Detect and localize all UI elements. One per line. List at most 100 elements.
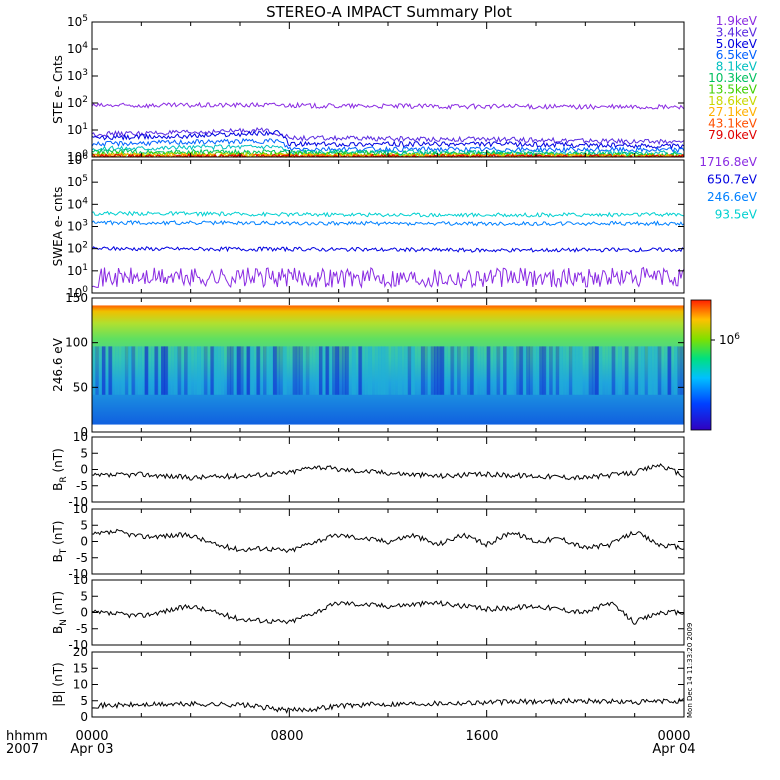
- heatmap-column: [279, 346, 284, 395]
- y-axis-label: BT (nT): [51, 521, 69, 563]
- time-axis-year: 2007: [6, 742, 39, 757]
- heatmap-column: [124, 346, 129, 395]
- heatmap-column: [138, 346, 142, 395]
- heatmap-column: [611, 346, 616, 395]
- y-tick-label: -10: [68, 495, 88, 509]
- heatmap-column: [289, 346, 294, 395]
- heatmap-column: [249, 346, 254, 395]
- series-line: [91, 245, 685, 253]
- heatmap-column: [512, 346, 517, 395]
- heatmap-column: [463, 346, 468, 395]
- heatmap-column: [220, 346, 225, 395]
- y-tick-label: 105: [67, 14, 88, 29]
- heatmap-column: [325, 346, 330, 395]
- x-tick-label: 0000: [657, 729, 690, 744]
- series-line: [91, 130, 685, 150]
- time-axis-label: hhmm: [6, 729, 48, 744]
- y-tick-label: 10: [73, 430, 88, 444]
- heatmap-column: [236, 346, 241, 395]
- heatmap-column: [305, 346, 310, 395]
- heatmap-column: [476, 346, 481, 395]
- heatmap-column: [355, 346, 359, 395]
- heatmap-column: [496, 346, 501, 395]
- heatmap-column: [680, 346, 685, 395]
- heatmap-column: [559, 346, 563, 395]
- panel-bmag: 0 5 10 15 20 |B| (nT): [51, 645, 685, 724]
- legend-entry: 93.5eV: [715, 208, 758, 222]
- y-tick-label: 0: [80, 535, 88, 549]
- heatmap-column: [401, 346, 405, 395]
- heatmap-column: [203, 346, 208, 395]
- heatmap-column: [378, 346, 382, 395]
- legend-entry: 1716.8eV: [699, 155, 757, 169]
- heatmap-column: [397, 346, 402, 395]
- heatmap-column: [582, 346, 586, 395]
- heatmap-column: [361, 346, 366, 395]
- heatmap-column: [595, 346, 599, 395]
- series-line: [91, 528, 685, 554]
- heatmap-column: [414, 346, 419, 395]
- heatmap-column: [312, 346, 317, 395]
- heatmap-column: [503, 346, 507, 395]
- heatmap-column: [276, 346, 280, 395]
- heatmap-column: [371, 346, 376, 395]
- heatmap-column: [654, 346, 659, 395]
- heatmap-column: [601, 346, 606, 395]
- heatmap-column: [381, 346, 386, 395]
- heatmap-column: [489, 346, 494, 395]
- heatmap-column: [608, 346, 613, 395]
- heatmap-column: [562, 346, 567, 395]
- heatmap-column: [483, 346, 488, 395]
- y-tick-label: 104: [67, 196, 88, 211]
- heatmap-column: [591, 346, 596, 395]
- y-tick-label: 103: [67, 68, 88, 83]
- y-axis-label: STE e- Cnts: [51, 55, 65, 124]
- y-tick-label: 15: [73, 661, 88, 675]
- time-axis: hhmm 2007 0000 Apr 03 0800 1600 0000 Apr…: [6, 729, 696, 757]
- y-axis-label: BN (nT): [51, 591, 69, 634]
- heatmap-column: [493, 346, 498, 395]
- y-tick-label: 101: [67, 122, 88, 137]
- heatmap-column: [302, 346, 307, 395]
- heatmap-column: [407, 346, 412, 395]
- heatmap-column: [240, 346, 244, 395]
- heatmap-column: [193, 346, 198, 395]
- heatmap-column: [437, 346, 442, 395]
- heatmap-column: [585, 346, 590, 395]
- heatmap-column: [677, 346, 682, 395]
- heatmap-column: [180, 346, 185, 395]
- y-tick-label: -5: [76, 551, 88, 565]
- panel-br: -10 -5 0 5 10 BR (nT): [51, 430, 685, 509]
- y-tick-label: 5: [80, 694, 88, 708]
- heatmap-column: [411, 346, 415, 395]
- legend-entry: 43.1keV: [708, 117, 758, 131]
- panel-frame: [91, 436, 685, 503]
- plot-title: STEREO-A IMPACT Summary Plot: [266, 3, 512, 21]
- heatmap-column: [420, 346, 425, 395]
- heatmap-column: [243, 346, 248, 395]
- series-line: [91, 266, 685, 289]
- heatmap-column: [105, 346, 109, 395]
- y-tick-label: 101: [67, 263, 88, 278]
- heatmap-column: [200, 346, 205, 395]
- heatmap-column: [532, 346, 537, 395]
- heatmap-column: [177, 346, 182, 395]
- heatmap-column: [588, 346, 593, 395]
- y-tick-label: 103: [67, 219, 88, 234]
- heatmap-column: [522, 346, 527, 395]
- heatmap-column: [345, 346, 350, 395]
- heatmap-column: [674, 346, 678, 395]
- heatmap-column: [568, 346, 573, 395]
- generation-stamp: Mon Dec 14 11:33:20 2009: [686, 623, 694, 718]
- heatmap-column: [374, 346, 379, 395]
- heatmap-column: [555, 346, 560, 395]
- heatmap-column: [637, 346, 642, 395]
- heatmap-column: [447, 346, 451, 395]
- heatmap-column: [282, 346, 287, 395]
- heatmap-column: [256, 346, 261, 395]
- y-tick-label: 50: [73, 380, 88, 394]
- heatmap-column: [230, 346, 234, 395]
- y-tick-label: 102: [67, 241, 88, 256]
- y-tick-label: 5: [80, 446, 88, 460]
